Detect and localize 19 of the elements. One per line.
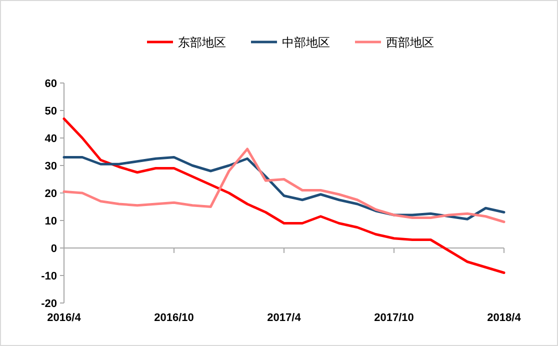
y-tick-label: 60 bbox=[44, 78, 57, 90]
x-tick-label: 2016/10 bbox=[154, 312, 194, 324]
y-tick-label: 0 bbox=[50, 243, 57, 255]
x-tick-label: 2016/4 bbox=[47, 312, 82, 324]
line-series bbox=[62, 148, 506, 224]
legend-label: 西部地区 bbox=[386, 36, 434, 50]
y-tick-label: 10 bbox=[44, 216, 57, 228]
x-tick-label: 2017/10 bbox=[374, 312, 414, 324]
y-tick-label: 40 bbox=[44, 133, 57, 145]
y-tick-label: -20 bbox=[41, 298, 57, 310]
legend-label: 东部地区 bbox=[178, 36, 226, 50]
y-tick-label: -10 bbox=[41, 270, 57, 282]
line-series bbox=[62, 118, 506, 274]
y-tick-label: 30 bbox=[44, 160, 57, 172]
y-tick-label: 50 bbox=[44, 106, 57, 118]
x-tick-label: 2018/4 bbox=[487, 312, 522, 324]
x-tick-label: 2017/4 bbox=[267, 312, 302, 324]
y-tick-label: 20 bbox=[44, 188, 57, 200]
legend-label: 中部地区 bbox=[282, 36, 330, 50]
